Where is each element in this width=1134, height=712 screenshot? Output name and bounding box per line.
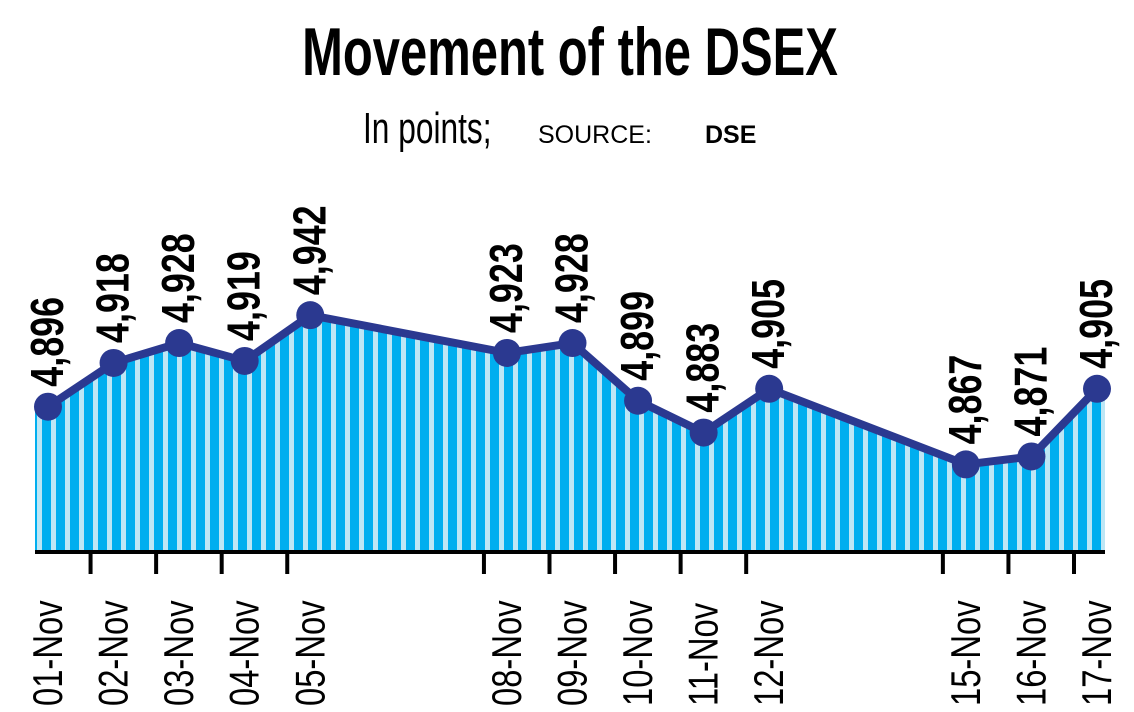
point <box>34 392 62 421</box>
value-label-group: 4,905 <box>1071 279 1122 369</box>
value-label-group: 4,928 <box>546 233 597 323</box>
value-label: 4,871 <box>1005 347 1056 437</box>
point <box>689 418 718 447</box>
value-label-group: 4,942 <box>284 205 335 295</box>
x-tick-label: 16-Nov <box>1008 600 1055 706</box>
x-label-group: 05-Nov <box>286 600 333 706</box>
value-label: 4,905 <box>1071 279 1122 369</box>
point <box>951 450 980 479</box>
x-tick-label: 17-Nov <box>1073 600 1120 706</box>
value-label: 4,942 <box>284 205 335 295</box>
point <box>755 374 784 403</box>
x-label-group: 16-Nov <box>1008 600 1055 706</box>
point <box>558 329 587 358</box>
chart-title: Movement of the DSEX <box>302 13 838 90</box>
value-label-group: 4,883 <box>677 323 728 413</box>
value-label: 4,918 <box>87 253 138 343</box>
value-label-group: 4,905 <box>743 279 794 369</box>
x-label-group: 03-Nov <box>155 600 202 706</box>
area <box>35 315 1105 552</box>
value-label: 4,896 <box>22 297 73 387</box>
x-tick-label: 04-Nov <box>221 600 268 706</box>
value-label: 4,867 <box>940 355 991 445</box>
point <box>165 329 194 358</box>
source-label: SOURCE: <box>538 121 652 149</box>
value-label: 4,883 <box>677 323 728 413</box>
value-label-group: 4,918 <box>87 253 138 343</box>
x-tick-label: 01-Nov <box>24 600 71 706</box>
x-label-group: 04-Nov <box>221 600 268 706</box>
x-tick-label: 02-Nov <box>90 600 137 706</box>
point <box>492 338 521 367</box>
source: DSE <box>705 121 756 149</box>
value-label: 4,905 <box>743 279 794 369</box>
point <box>230 346 259 375</box>
point <box>1017 442 1046 471</box>
x-tick-label: 11-Nov <box>680 603 727 706</box>
value-label-group: 4,867 <box>940 355 991 445</box>
x-tick-label: 10-Nov <box>614 600 661 706</box>
x-tick-label: 12-Nov <box>745 600 792 706</box>
x-label-group: 17-Nov <box>1073 600 1120 706</box>
value-label-group: 4,923 <box>481 243 532 333</box>
value-label: 4,899 <box>612 291 663 381</box>
value-label: 4,928 <box>546 233 597 323</box>
x-label-group: 15-Nov <box>942 600 989 706</box>
value-label: 4,928 <box>153 233 204 323</box>
x-label-group: 02-Nov <box>90 600 137 706</box>
x-tick-label: 08-Nov <box>483 600 530 706</box>
point <box>624 386 653 415</box>
value-label: 4,919 <box>218 251 269 341</box>
value-label-group: 4,928 <box>153 233 204 323</box>
value-label-group: 4,871 <box>1005 347 1056 437</box>
x-tick-label: 03-Nov <box>155 600 202 706</box>
x-label-group: 11-Nov <box>680 603 727 706</box>
point <box>296 301 325 330</box>
value-label-group: 4,899 <box>612 291 663 381</box>
x-label-group: 10-Nov <box>614 600 661 706</box>
x-label-group: 01-Nov <box>24 600 71 706</box>
x-tick-label: 09-Nov <box>549 600 596 706</box>
x-label-group: 08-Nov <box>483 600 530 706</box>
point <box>99 348 128 377</box>
value-label-group: 4,919 <box>218 251 269 341</box>
x-tick-label: 05-Nov <box>286 600 333 706</box>
x-label-group: 12-Nov <box>745 600 792 706</box>
value-label-group: 4,896 <box>22 297 73 387</box>
subtitle: In points; <box>363 104 492 153</box>
point <box>1083 374 1111 403</box>
value-label: 4,923 <box>481 243 532 333</box>
x-label-group: 09-Nov <box>549 600 596 706</box>
x-tick-label: 15-Nov <box>942 600 989 706</box>
